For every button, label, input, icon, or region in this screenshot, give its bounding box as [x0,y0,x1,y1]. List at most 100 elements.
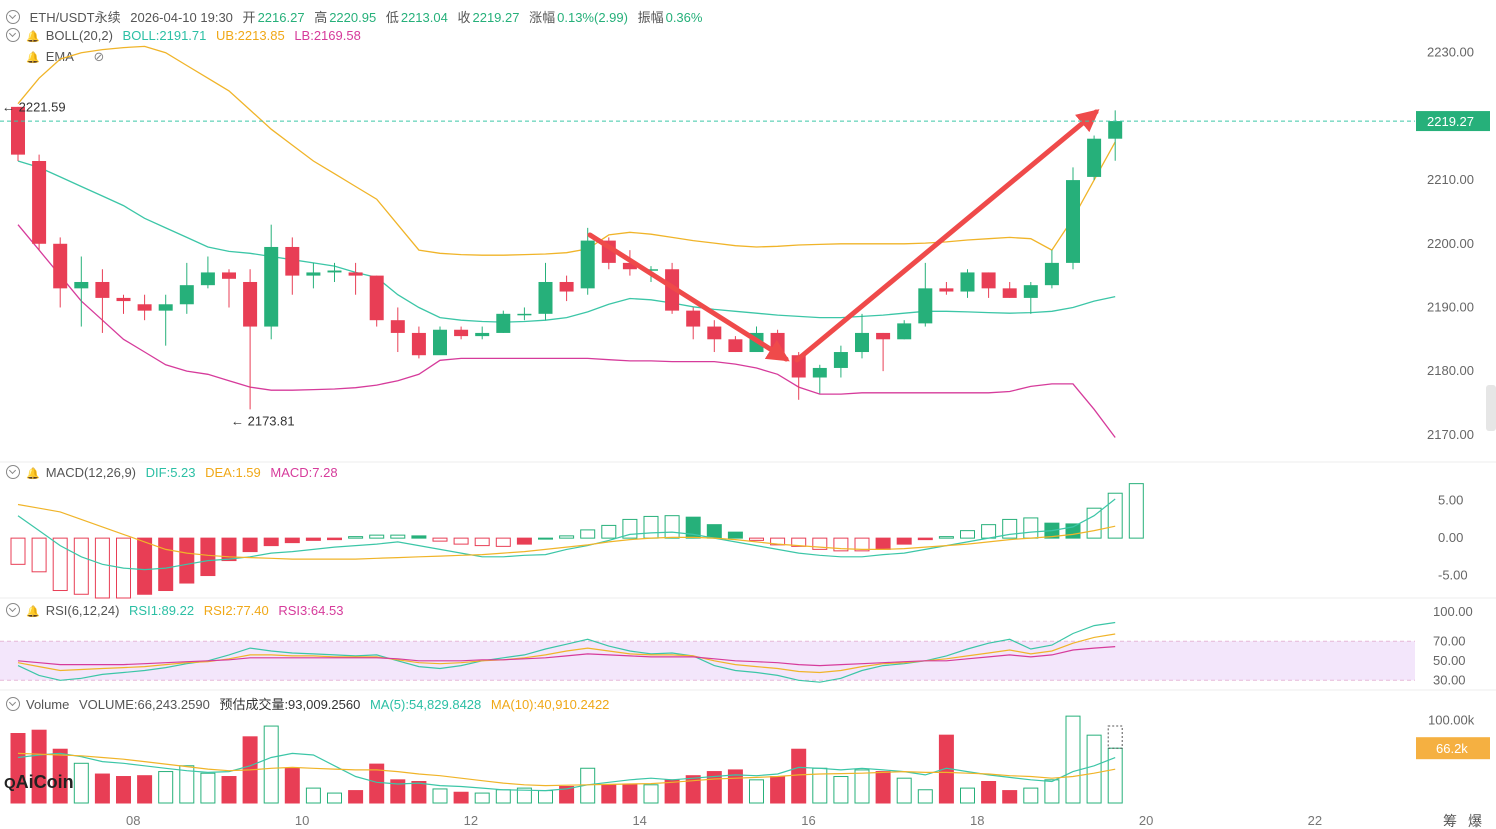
up-trend-arrow [794,109,1100,363]
volume-bar [348,790,364,804]
volume-bar [158,771,174,804]
macd-bar [664,515,680,539]
volume-bar [137,775,153,804]
volume-bar [833,776,849,804]
price-tick-label: 2190.00 [1427,299,1474,314]
macd-bar [1107,492,1123,539]
volume-bar [917,789,933,804]
rsi-name[interactable]: RSI(6,12,24) [45,603,120,618]
volume-bar [960,787,975,804]
collapse-icon[interactable] [6,697,20,711]
boll-name[interactable]: BOLL(20,2) [45,28,113,43]
eye-off-icon[interactable]: ⊘ [93,49,105,64]
candle-body [95,281,110,298]
collapse-icon[interactable] [6,465,20,479]
volume-bar [854,769,870,804]
boll-lower-line [17,224,1116,438]
candle-body [348,272,363,276]
symbol-label: ETH/USDT永续 [29,10,121,25]
rsi-header: 🔔 RSI(6,12,24) RSI1:89.22 RSI2:77.40 RSI3… [0,603,349,618]
bell-icon[interactable]: 🔔 [26,468,40,480]
volume-bar [601,784,617,804]
down-trend-arrow [587,232,790,362]
rsi-tick-label: 30.00 [1433,672,1466,687]
ema-name[interactable]: EMA [45,49,74,64]
macd-bar [200,537,216,577]
volume-bar [73,762,89,804]
boll-header: 🔔 BOLL(20,2) BOLL:2191.71 UB:2213.85 LB:2… [0,28,367,43]
candle-body [580,240,595,289]
macd-dif-line [17,498,1116,571]
candle-body [32,160,47,244]
macd-bar [643,515,659,539]
current-price-tag [1416,111,1490,132]
macd-bar [474,537,490,547]
macd-tick-label: 5.00 [1438,493,1463,508]
aicoin-logo: QAiCoin [4,772,74,793]
volume-name[interactable]: Volume [26,697,70,712]
side-panel-handle[interactable] [1486,385,1496,431]
candle-body [179,285,194,305]
boll-upper-line [17,45,1116,256]
rsi-tick-label: 100.00 [1433,604,1473,619]
macd-bar [1065,523,1081,539]
candle-body [264,246,279,327]
candle-body [665,269,680,311]
macd-bar [601,524,617,539]
rsi-tick-label: 70.00 [1433,633,1466,648]
macd-dea-value: DEA:1.59 [205,465,261,480]
bell-icon[interactable]: 🔔 [26,52,40,64]
macd-dif-value: DIF:5.23 [145,465,196,480]
price-tick-label: 2180.00 [1427,363,1474,378]
vol-ma10-value: MA(10):40,910.2422 [490,697,610,712]
volume-bar [411,780,427,804]
volume-tick-label: 100.00k [1428,712,1475,727]
macd-bar [917,537,933,541]
candle-body [222,272,236,279]
macd-bar [31,537,47,573]
macd-bar [263,537,279,547]
boll-mid-line [17,160,1116,323]
macd-bar [179,537,195,584]
macd-bar [305,537,321,541]
volume-bar [284,767,300,804]
candle-body [939,288,954,292]
liquidation-button: 爆 [1468,813,1482,829]
macd-bar [706,524,722,539]
candle-body [1066,180,1080,263]
bell-icon[interactable]: 🔔 [26,31,40,43]
change-label: 涨幅 [529,10,556,25]
open-label: 开 [242,10,256,25]
collapse-icon[interactable] [6,28,20,42]
volume-bar [369,763,385,804]
volume-bar [1044,779,1060,804]
volume-bar [622,783,638,804]
candle-body [981,272,996,289]
volume-bar [52,748,68,804]
price-tick-label: 2210.00 [1427,172,1474,187]
candle-body [116,297,131,302]
bell-icon[interactable]: 🔔 [26,606,40,618]
macd-name[interactable]: MACD(12,26,9) [45,465,137,480]
collapse-icon[interactable] [6,603,20,617]
candle-body [918,288,933,324]
candle-body [686,310,701,327]
macd-tick-label: -5.00 [1438,568,1468,583]
collapse-icon[interactable] [6,10,20,24]
candle-body [369,275,384,321]
price-tick-label: 2200.00 [1427,236,1474,251]
volume-bar [1065,715,1081,804]
macd-bar [73,537,89,595]
rsi-band [0,641,1415,681]
rsi3-line [17,646,1116,667]
candle-body [243,281,258,327]
candle-body [306,272,321,276]
macd-bar [158,537,174,592]
macd-bar [981,524,997,539]
candle-body [1108,121,1123,139]
boll-lb-value: LB:2169.58 [294,28,361,43]
volume-current-label: 66.2k [1436,741,1468,756]
current-price-label: 2219.27 [1427,114,1474,129]
change-value: 0.13%(2.99) [557,10,628,25]
